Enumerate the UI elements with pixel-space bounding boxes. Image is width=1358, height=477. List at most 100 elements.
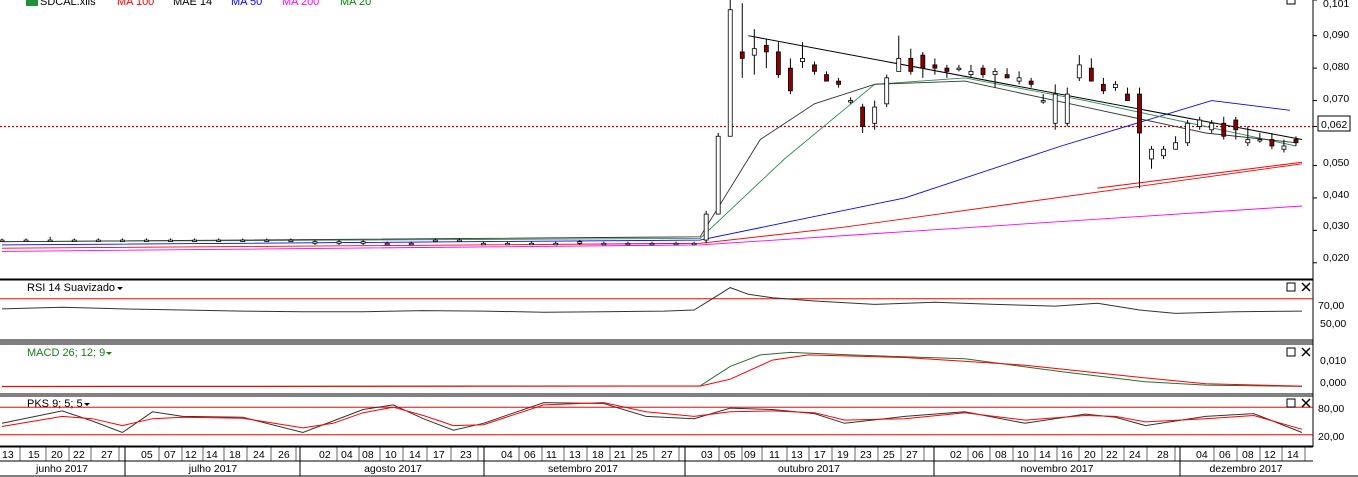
candle <box>1137 93 1142 134</box>
date-tick: 13 <box>791 449 803 461</box>
date-tick: 28 <box>1157 449 1169 461</box>
date-tick: 11 <box>769 449 780 461</box>
rsi-label[interactable]: RSI 14 Suavizado <box>27 282 115 294</box>
candle <box>649 242 655 246</box>
indicator-ma50[interactable]: MA 50 <box>231 0 262 8</box>
candle <box>872 106 878 124</box>
month-label: junho 2017 <box>35 463 88 475</box>
date-tick: 06 <box>1219 449 1231 461</box>
candle <box>956 67 962 71</box>
candle <box>824 74 829 82</box>
maximize-icon[interactable] <box>1286 398 1296 408</box>
main-maximize-icon[interactable] <box>1286 0 1296 5</box>
macd-label[interactable]: MACD 26; 12; 9 <box>27 347 105 359</box>
current-price-label: 0,062 <box>1321 119 1347 131</box>
date-tick: 20 <box>51 449 63 461</box>
month-label: dezembro 2017 <box>1210 463 1283 475</box>
date-tick: 27 <box>101 449 113 461</box>
candle <box>577 241 583 244</box>
candle <box>264 239 270 242</box>
date-tick: 06 <box>972 449 984 461</box>
chart-type-icon[interactable] <box>26 0 38 6</box>
candle <box>932 64 938 69</box>
current-price-box <box>1317 115 1351 132</box>
pks-panel-controls <box>1286 398 1311 408</box>
date-tick: 08 <box>362 449 374 461</box>
date-tick: 26 <box>278 449 290 461</box>
pks-label[interactable]: PKS 9; 5; 5 <box>27 398 83 410</box>
candle <box>1269 139 1275 147</box>
date-tick: 27 <box>661 449 673 461</box>
candle <box>739 51 745 59</box>
date-tick: 27 <box>906 449 918 461</box>
price-tick: 0,080 <box>1323 61 1349 73</box>
date-tick: 13 <box>569 449 581 461</box>
close-icon[interactable] <box>1301 398 1311 408</box>
month-label: outubro 2017 <box>778 463 840 475</box>
candle <box>992 70 998 76</box>
candle <box>800 57 805 63</box>
candle <box>1149 148 1154 160</box>
date-tick: 17 <box>433 449 445 461</box>
candle <box>336 241 342 244</box>
date-tick: 14 <box>409 449 421 461</box>
macd-dropdown-icon[interactable] <box>106 352 112 355</box>
date-tick: 04 <box>1196 449 1208 461</box>
series-line <box>1 354 1303 388</box>
candle <box>553 242 559 246</box>
candle <box>505 242 510 246</box>
month-label: julho 2017 <box>188 463 238 475</box>
candle <box>788 67 793 92</box>
candle <box>727 9 733 137</box>
macd-tick: 0,000 <box>1320 377 1346 389</box>
moving-average-line <box>1 77 1297 243</box>
indicator-ma20[interactable]: MA 20 <box>340 0 371 8</box>
candle <box>1281 145 1287 150</box>
candle <box>1064 93 1070 124</box>
price-tick: 0,070 <box>1323 93 1349 105</box>
candle <box>240 239 246 242</box>
candle <box>216 239 222 242</box>
month-label: novembro 2017 <box>1021 463 1094 475</box>
rsi-dropdown-icon[interactable] <box>117 287 123 290</box>
indicator-mae14[interactable]: MAE 14 <box>173 0 212 8</box>
indicator-ma200[interactable]: MA 200 <box>282 0 319 8</box>
series-line <box>1 402 1303 430</box>
date-tick: 13 <box>2 449 14 461</box>
moving-average-line <box>1 100 1290 246</box>
month-label: agosto 2017 <box>364 463 422 475</box>
indicator-ma100[interactable]: MA 100 <box>117 0 154 8</box>
series-line <box>1 402 1303 434</box>
candle <box>529 242 535 246</box>
candle <box>691 242 697 246</box>
candle <box>1100 83 1106 92</box>
maximize-icon[interactable] <box>1286 282 1296 292</box>
close-icon[interactable] <box>1301 347 1311 357</box>
date-tick: 08 <box>1242 449 1254 461</box>
candle <box>908 57 914 72</box>
pks-dropdown-icon[interactable] <box>84 403 90 406</box>
date-tick: 14 <box>1287 449 1299 461</box>
date-tick: 25 <box>636 449 648 461</box>
moving-average-line <box>1 163 1303 249</box>
candle <box>715 135 721 215</box>
candle <box>144 239 149 242</box>
candle <box>968 70 974 76</box>
month-label: setembro 2017 <box>548 463 618 475</box>
date-tick: 17 <box>814 449 826 461</box>
candle <box>312 241 318 244</box>
price-tick: 0,020 <box>1323 252 1349 264</box>
date-tick: 12 <box>185 449 197 461</box>
close-icon[interactable] <box>1301 282 1311 292</box>
date-tick: 16 <box>1061 449 1073 461</box>
candle <box>896 57 902 72</box>
date-tick: 03 <box>701 449 713 461</box>
candle <box>481 242 486 246</box>
candle <box>703 213 709 241</box>
ticker-label[interactable]: SDCAL.xlls <box>40 0 96 8</box>
maximize-icon[interactable] <box>1286 347 1296 357</box>
date-tick: 09 <box>744 449 756 461</box>
candle <box>1161 148 1166 157</box>
trendline-resistance <box>748 35 1303 140</box>
